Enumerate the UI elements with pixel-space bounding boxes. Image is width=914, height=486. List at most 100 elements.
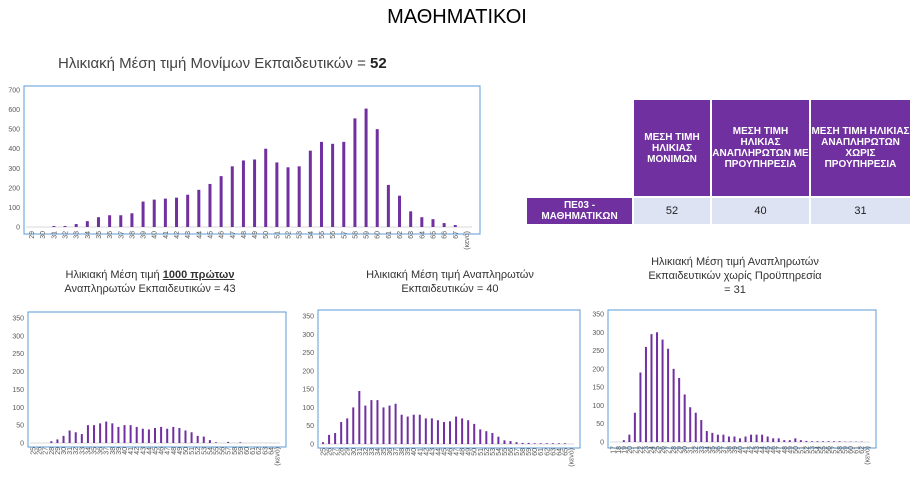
x-tick-label: 36 (715, 446, 722, 454)
chart-title-first-bold: 1000 πρώτων (162, 269, 235, 281)
bar (761, 434, 764, 442)
chart-title-first-line2: Αναπληρωτών Εκπαιδευτικών = 43 (64, 283, 236, 295)
x-tick-label: 30 (351, 448, 358, 456)
bar (722, 434, 725, 442)
bar (628, 434, 631, 442)
bar (342, 141, 346, 227)
x-tick-label: 62 (397, 231, 404, 239)
x-tick-label: 56 (330, 231, 337, 239)
x-tick-label: 60 (848, 446, 855, 454)
x-tick-label: 50 (793, 446, 800, 454)
bar (163, 198, 167, 227)
bar (491, 433, 494, 444)
x-tick-label: 29 (55, 447, 62, 455)
y-tick-label: 500 (8, 127, 20, 134)
bar (479, 429, 482, 444)
bar (705, 431, 708, 442)
x-tick-label: 26 (327, 448, 334, 456)
bar (449, 421, 452, 444)
bar (319, 141, 323, 227)
x-tick-label: 61 (854, 446, 861, 454)
bar (80, 434, 83, 443)
bar (716, 434, 719, 442)
bar (533, 443, 536, 444)
x-tick-label: 55 (502, 448, 509, 456)
bar (108, 215, 112, 227)
x-tick-label: 34 (375, 448, 382, 456)
bar (733, 436, 736, 442)
x-tick-label: 56 (826, 446, 833, 454)
bar (208, 440, 211, 443)
x-tick-label: 47 (165, 447, 172, 455)
x-tick-label: 56 (220, 447, 227, 455)
x-tick-label: 43 (140, 447, 147, 455)
x-tick-label: 37 (721, 446, 728, 454)
bar (264, 148, 268, 227)
bar (398, 195, 402, 227)
table-row: ΠΕ03 - ΜΑΘΗΜΑΤΙΚΩΝ 52 40 31 (527, 198, 910, 224)
chart-title-first-pre: Ηλικιακή Μέση τιμή (65, 269, 163, 281)
bar (420, 217, 424, 227)
bar (130, 213, 134, 227)
x-tick-label: 36 (107, 231, 114, 239)
y-tick-label: 700 (8, 88, 20, 95)
bar (551, 443, 554, 444)
bar (239, 442, 242, 443)
bar (358, 390, 361, 444)
bar (639, 372, 642, 442)
bar (172, 426, 175, 443)
x-tick-label: 36 (98, 447, 105, 455)
y-tick-label: 300 (302, 332, 314, 339)
chart-title-third-line1: Ηλικιακή Μέση τιμή Αναπληρωτών (651, 256, 819, 268)
y-tick-label: 600 (8, 107, 20, 114)
x-tick-label: 55 (820, 446, 827, 454)
x-tick-label: 27 (333, 448, 340, 456)
y-tick-label: 50 (16, 423, 24, 430)
chart-frame (27, 311, 287, 448)
x-tick-label: 27 (43, 447, 50, 455)
bar (334, 433, 337, 444)
bar (661, 339, 664, 442)
bar (160, 426, 163, 443)
x-tick-label: 64 (419, 231, 426, 239)
x-tick-label: 49 (252, 231, 259, 239)
bar (197, 189, 201, 227)
bar (214, 442, 217, 443)
x-tick-label: 38 (110, 447, 117, 455)
x-tick-label: 52 (195, 447, 202, 455)
page-title: ΜΑΘΗΜΑΤΙΚΟΙ (387, 6, 527, 28)
x-tick-label: 34 (85, 447, 92, 455)
bar (253, 159, 257, 227)
bar (838, 441, 841, 442)
bar (364, 405, 367, 444)
x-tick-label: 59 (526, 448, 533, 456)
x-tick-label: 57 (514, 448, 521, 456)
bar (563, 443, 566, 444)
x-tick-label: 52 (804, 446, 811, 454)
x-tick-label: 39 (732, 446, 739, 454)
bar (810, 441, 813, 442)
bar (62, 435, 65, 443)
bar (783, 440, 786, 442)
x-tick-label: 35 (96, 231, 103, 239)
bar (178, 428, 181, 443)
x-tick-label: 66 (442, 231, 449, 239)
table-header-cell: ΜΕΣΗ ΤΙΜΗ ΗΛΙΚΙΑΣ ΑΝΑΠΛΗΡΩΤΩΝ ΜΕ ΠΡΟΥΠΗΡ… (712, 100, 809, 196)
y-tick-label: 200 (12, 369, 24, 376)
bar (467, 420, 470, 444)
y-tick-label: 0 (20, 441, 24, 448)
bar (184, 430, 187, 443)
y-tick-label: 300 (12, 333, 24, 340)
x-tick-label: 54 (815, 446, 822, 454)
bar (750, 434, 753, 442)
x-tick-label: 33 (699, 446, 706, 454)
bar (821, 441, 824, 442)
y-tick-label: 100 (302, 405, 314, 412)
bar (52, 226, 56, 227)
x-tick-label: 61 (538, 448, 545, 456)
bar (96, 217, 100, 227)
y-tick-label: 100 (12, 405, 24, 412)
x-tick-label: 50 (183, 447, 190, 455)
bar (827, 441, 830, 442)
x-tick-label: 60 (532, 448, 539, 456)
